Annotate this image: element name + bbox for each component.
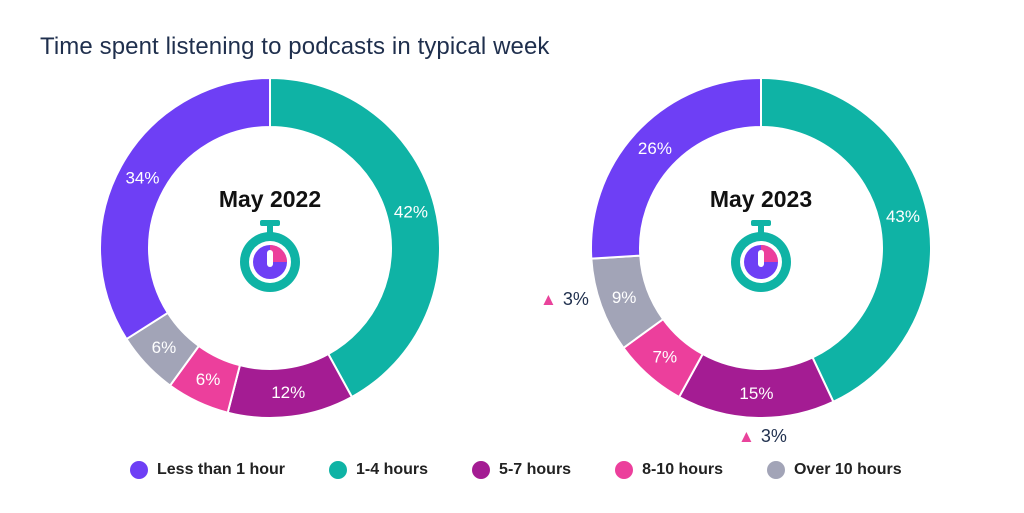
- slice-label-1-4-hours: 42%: [394, 202, 428, 221]
- slice-less-than-1-hour: [590, 76, 762, 260]
- legend-swatch: [329, 461, 348, 479]
- donut-center-label-2023: May 2023: [709, 186, 813, 212]
- legend-swatch: [766, 461, 785, 479]
- legend-item-1-4-hours: 1-4 hours: [329, 461, 428, 479]
- legend-label: 5-7 hours: [499, 461, 572, 478]
- legend-item-less-than-1-hour: Less than 1 hour: [130, 461, 285, 479]
- legend-swatch: [615, 461, 634, 479]
- triangle-up-icon: ▲: [738, 426, 755, 446]
- stopwatch-icon: [240, 220, 300, 292]
- legend-label: Less than 1 hour: [157, 461, 286, 478]
- slice-label-less-than-1-hour: 26%: [638, 139, 672, 158]
- change-annotation-over-10-hours: ▲ 3%: [540, 289, 589, 310]
- legend-item-5-7-hours: 5-7 hours: [472, 461, 571, 479]
- donut-may-2022: 42% 12% 6% 6% 34%: [98, 76, 441, 419]
- donut-may-2023: 43% 15% 7% 9% 26%: [590, 76, 933, 419]
- change-annotation-text: 3%: [562, 289, 589, 309]
- slice-label-5-7-hours: 12%: [271, 383, 305, 402]
- legend-swatch: [472, 461, 491, 479]
- slice-label-less-than-1-hour: 34%: [125, 168, 159, 187]
- legend: Less than 1 hour 1-4 hours 5-7 hours 8-1…: [130, 458, 902, 482]
- stopwatch-icon: [731, 220, 791, 292]
- legend-label: 1-4 hours: [356, 461, 429, 478]
- legend-label: Over 10 hours: [793, 461, 902, 478]
- slice-label-over-10-hours: 9%: [612, 288, 637, 307]
- slice-label-over-10-hours: 6%: [152, 338, 177, 357]
- change-annotation-5-7-hours: ▲ 3%: [738, 426, 787, 447]
- change-annotation-text: 3%: [760, 426, 787, 446]
- slice-less-than-1-hour: [98, 76, 271, 341]
- slice-label-8-10-hours: 6%: [196, 370, 221, 389]
- donut-center-label-2022: May 2022: [218, 186, 322, 212]
- chart-title: Time spent listening to podcasts in typi…: [40, 33, 550, 60]
- slice-1-4-hours: [760, 76, 933, 404]
- slice-label-8-10-hours: 7%: [652, 348, 677, 367]
- legend-swatch: [130, 461, 148, 479]
- slice-label-1-4-hours: 43%: [886, 207, 920, 226]
- legend-label: 8-10 hours: [642, 461, 723, 478]
- legend-item-over-10-hours: Over 10 hours: [766, 461, 902, 479]
- slice-1-4-hours: [269, 76, 441, 399]
- slice-label-5-7-hours: 15%: [739, 384, 773, 403]
- triangle-up-icon: ▲: [540, 289, 557, 309]
- legend-item-8-10-hours: 8-10 hours: [615, 461, 723, 479]
